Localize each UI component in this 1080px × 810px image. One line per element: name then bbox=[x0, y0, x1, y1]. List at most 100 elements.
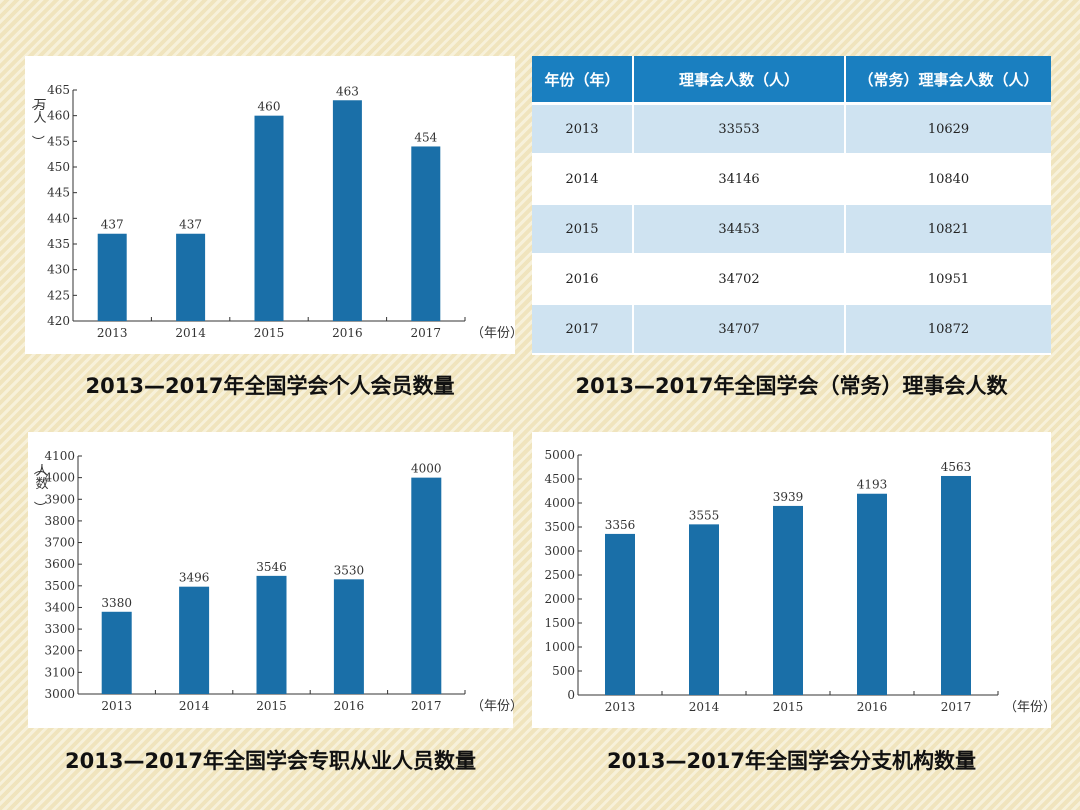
table-cell: 34453 bbox=[633, 204, 846, 255]
y-tick-label: 3300 bbox=[44, 622, 75, 636]
y-tick-label: 0 bbox=[567, 688, 575, 702]
y-tick-label: 465 bbox=[47, 83, 70, 97]
bar bbox=[411, 146, 441, 321]
bar bbox=[605, 533, 635, 695]
data-label: 454 bbox=[414, 130, 437, 144]
y-tick-label: 3400 bbox=[44, 600, 75, 614]
table-header-council: 理事会人数（人） bbox=[633, 56, 846, 105]
data-label: 4563 bbox=[941, 460, 972, 474]
x-axis-label: （年份） bbox=[471, 699, 523, 714]
y-tick-label: 3600 bbox=[44, 557, 75, 571]
x-tick-label: 2016 bbox=[332, 326, 363, 340]
data-label: 437 bbox=[101, 218, 124, 232]
table-row: 2017 34707 10872 bbox=[532, 304, 1051, 355]
y-tick-label: 3500 bbox=[544, 520, 575, 534]
y-tick-label: 445 bbox=[47, 186, 70, 200]
y-tick-label: 2000 bbox=[544, 592, 575, 606]
y-tick-label: 3800 bbox=[44, 514, 75, 528]
table-cell: 2015 bbox=[532, 204, 634, 255]
y-tick-label: 3000 bbox=[44, 687, 75, 701]
y-tick-label: 3900 bbox=[44, 492, 75, 506]
y-tick-label: 430 bbox=[47, 263, 70, 277]
y-axis-label: （人数） bbox=[31, 462, 48, 514]
y-tick-label: 450 bbox=[47, 160, 70, 174]
bar bbox=[333, 579, 364, 694]
bar bbox=[773, 505, 803, 695]
bar bbox=[857, 493, 887, 695]
bar bbox=[176, 233, 206, 321]
table-header-year: 年份（年） bbox=[532, 56, 634, 105]
y-tick-label: 3100 bbox=[44, 665, 75, 679]
x-tick-label: 2013 bbox=[97, 326, 128, 340]
table-cell: 10821 bbox=[845, 204, 1051, 255]
y-tick-label: 3500 bbox=[44, 579, 75, 593]
table-cell: 10840 bbox=[845, 154, 1051, 205]
y-tick-label: 420 bbox=[47, 314, 70, 328]
bar bbox=[689, 524, 719, 695]
data-label: 4193 bbox=[857, 478, 888, 492]
x-axis-label: （年份） bbox=[471, 326, 523, 341]
y-tick-label: 425 bbox=[47, 288, 70, 302]
table-cell: 2013 bbox=[532, 103, 634, 155]
bar bbox=[256, 575, 287, 694]
x-tick-label: 2014 bbox=[175, 326, 206, 340]
table-cell: 34707 bbox=[633, 304, 846, 355]
table-cell: 10629 bbox=[845, 103, 1051, 155]
bar bbox=[332, 100, 362, 322]
y-tick-label: 500 bbox=[552, 664, 575, 678]
data-label: 3356 bbox=[605, 518, 636, 532]
x-tick-label: 2015 bbox=[254, 326, 285, 340]
table-cell: 34146 bbox=[633, 154, 846, 205]
bar bbox=[179, 586, 210, 694]
x-tick-label: 2013 bbox=[605, 700, 636, 714]
chart4-caption: 2013—2017年全国学会分支机构数量 bbox=[607, 749, 976, 773]
x-tick-label: 2017 bbox=[411, 699, 442, 713]
y-tick-label: 1500 bbox=[544, 616, 575, 630]
table-cell: 33553 bbox=[633, 103, 846, 155]
table-row: 2014 34146 10840 bbox=[532, 154, 1051, 205]
y-tick-label: 435 bbox=[47, 237, 70, 251]
bar bbox=[101, 611, 132, 694]
bar bbox=[941, 475, 971, 695]
y-tick-label: 4000 bbox=[44, 471, 75, 485]
x-tick-label: 2014 bbox=[179, 699, 210, 713]
y-tick-label: 440 bbox=[47, 211, 70, 225]
data-label: 437 bbox=[179, 218, 202, 232]
y-axis-label: （万人） bbox=[29, 96, 46, 148]
y-tick-label: 3000 bbox=[544, 544, 575, 558]
table-header-row: 年份（年） 理事会人数（人） （常务）理事会人数（人） bbox=[532, 56, 1051, 105]
x-tick-label: 2015 bbox=[773, 700, 804, 714]
table-header-standing: （常务）理事会人数（人） bbox=[845, 56, 1051, 105]
y-tick-label: 460 bbox=[47, 109, 70, 123]
table-row: 2015 34453 10821 bbox=[532, 204, 1051, 255]
chart3-caption: 2013—2017年全国学会专职从业人员数量 bbox=[65, 749, 476, 773]
x-tick-label: 2014 bbox=[689, 700, 720, 714]
data-label: 3496 bbox=[179, 571, 210, 585]
x-tick-label: 2016 bbox=[334, 699, 365, 713]
chart1-caption: 2013—2017年全国学会个人会员数量 bbox=[85, 374, 455, 398]
data-label: 463 bbox=[336, 84, 359, 98]
data-label: 3546 bbox=[256, 560, 287, 574]
data-label: 3555 bbox=[689, 508, 720, 522]
y-tick-label: 3200 bbox=[44, 644, 75, 658]
table-cell: 10872 bbox=[845, 304, 1051, 355]
y-tick-label: 4100 bbox=[44, 449, 75, 463]
table-cell: 10951 bbox=[845, 254, 1051, 305]
x-tick-label: 2013 bbox=[101, 699, 132, 713]
y-tick-label: 3700 bbox=[44, 536, 75, 550]
data-label: 3380 bbox=[101, 596, 132, 610]
table-cell: 34702 bbox=[633, 254, 846, 305]
bar bbox=[254, 115, 284, 322]
x-tick-label: 2017 bbox=[411, 326, 442, 340]
x-tick-label: 2015 bbox=[256, 699, 287, 713]
x-tick-label: 2017 bbox=[941, 700, 972, 714]
data-label: 3530 bbox=[334, 563, 365, 577]
data-label: 4000 bbox=[411, 462, 442, 476]
y-tick-label: 455 bbox=[47, 134, 70, 148]
data-label: 3939 bbox=[773, 490, 804, 504]
council-table: 年份（年） 理事会人数（人） （常务）理事会人数（人） 2013 33553 1… bbox=[532, 56, 1051, 355]
x-axis-label: （年份） bbox=[1004, 700, 1056, 715]
table-cell: 2017 bbox=[532, 304, 634, 355]
